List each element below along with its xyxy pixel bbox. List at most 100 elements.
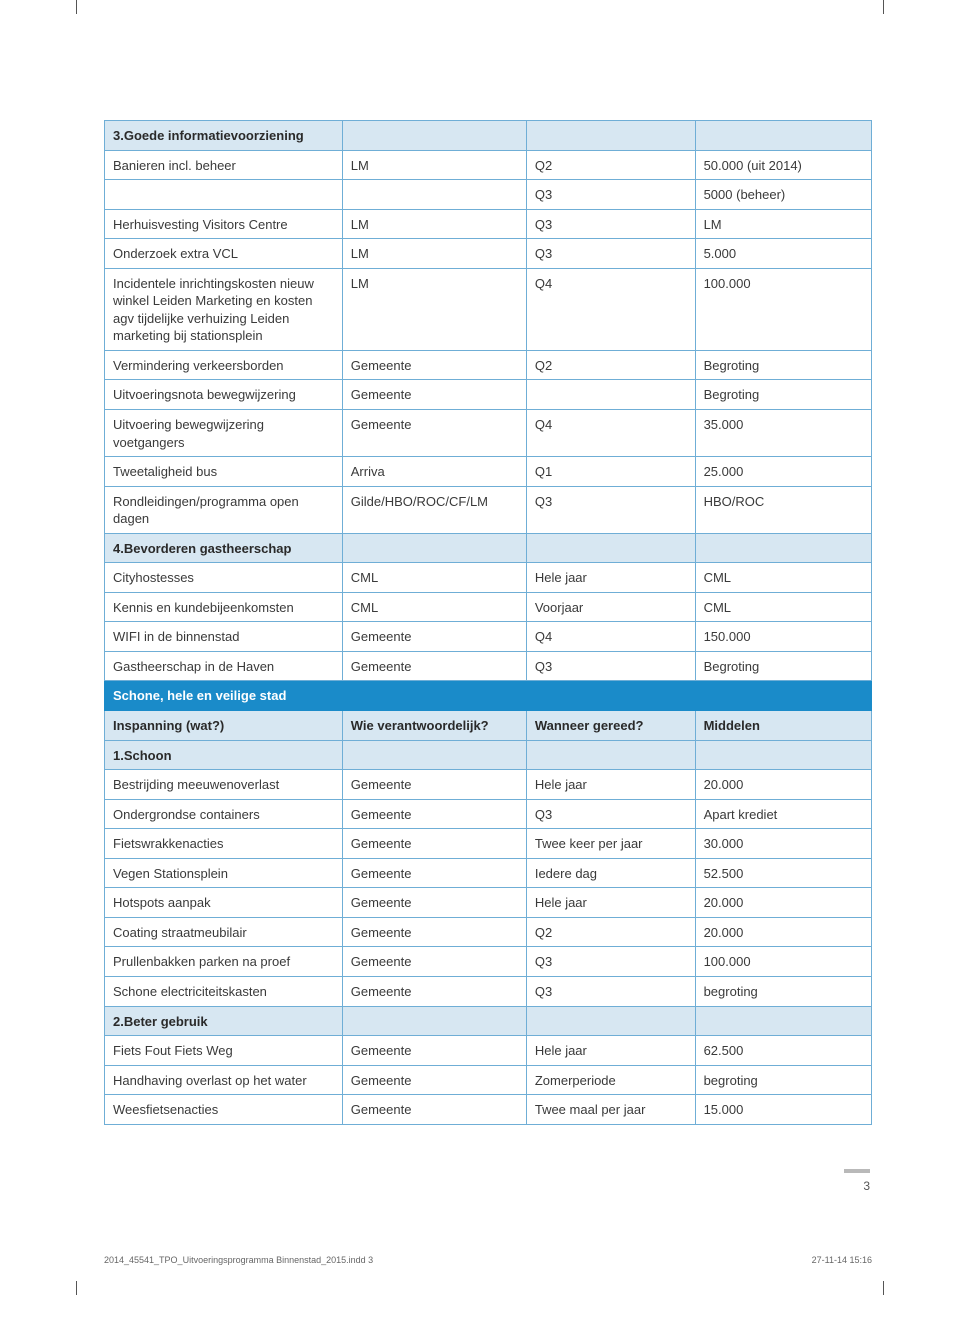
- table-row: Vermindering verkeersbordenGemeenteQ2Beg…: [105, 350, 872, 380]
- table-row: Vegen StationspleinGemeenteIedere dag52.…: [105, 858, 872, 888]
- table-cell: Twee maal per jaar: [526, 1095, 695, 1125]
- table-cell: HBO/ROC: [695, 486, 871, 533]
- table-cell: Q3: [526, 209, 695, 239]
- table-cell: Cityhostesses: [105, 563, 343, 593]
- table-cell: Q3: [526, 239, 695, 269]
- table-cell: [695, 533, 871, 563]
- table-row: WIFI in de binnenstadGemeenteQ4150.000: [105, 622, 872, 652]
- table-row: Onderzoek extra VCLLMQ35.000: [105, 239, 872, 269]
- table-cell: Q1: [526, 457, 695, 487]
- table-cell: 3.Goede informatievoorziening: [105, 121, 343, 151]
- table-row: Handhaving overlast op het waterGemeente…: [105, 1065, 872, 1095]
- table-cell: [342, 533, 526, 563]
- table-cell: Hele jaar: [526, 770, 695, 800]
- table-row: Schone electriciteitskastenGemeenteQ3beg…: [105, 976, 872, 1006]
- table-cell: Iedere dag: [526, 858, 695, 888]
- table-row: Uitvoering bewegwijzering voetgangersGem…: [105, 410, 872, 457]
- table-cell: [526, 121, 695, 151]
- table-cell: Twee keer per jaar: [526, 829, 695, 859]
- table-cell: Begroting: [695, 350, 871, 380]
- table-cell: Gemeente: [342, 976, 526, 1006]
- table-cell: Vermindering verkeersborden: [105, 350, 343, 380]
- table-cell: 15.000: [695, 1095, 871, 1125]
- table-cell: Gastheerschap in de Haven: [105, 651, 343, 681]
- table-cell: Gemeente: [342, 799, 526, 829]
- table-cell: Zomerperiode: [526, 1065, 695, 1095]
- table-cell: Uitvoering bewegwijzering voetgangers: [105, 410, 343, 457]
- table-cell: LM: [342, 209, 526, 239]
- table-cell: Fietswrakkenacties: [105, 829, 343, 859]
- table-cell: 2.Beter gebruik: [105, 1006, 343, 1036]
- page-content: 3.Goede informatievoorzieningBanieren in…: [0, 30, 960, 1193]
- table-cell: [342, 180, 526, 210]
- table-cell: Schone, hele en veilige stad: [105, 681, 343, 711]
- table-cell: [695, 740, 871, 770]
- table-cell: Incidentele inrichtingskosten nieuw wink…: [105, 268, 343, 350]
- table-row: Prullenbakken parken na proefGemeenteQ31…: [105, 947, 872, 977]
- table-cell: 5.000: [695, 239, 871, 269]
- table-cell: Gemeente: [342, 770, 526, 800]
- footer-right: 27-11-14 15:16: [812, 1255, 872, 1265]
- table-cell: [526, 740, 695, 770]
- table-cell: CML: [342, 563, 526, 593]
- table-cell: [342, 121, 526, 151]
- table-cell: [342, 681, 526, 711]
- table-cell: Q4: [526, 268, 695, 350]
- table-cell: [342, 740, 526, 770]
- table-row: Inspanning (wat?)Wie verantwoordelijk?Wa…: [105, 711, 872, 741]
- table-row: 3.Goede informatievoorziening: [105, 121, 872, 151]
- table-row: Gastheerschap in de HavenGemeenteQ3Begro…: [105, 651, 872, 681]
- table-cell: Begroting: [695, 651, 871, 681]
- table-row: Ondergrondse containersGemeenteQ3Apart k…: [105, 799, 872, 829]
- table-cell: Q4: [526, 410, 695, 457]
- table-cell: Gemeente: [342, 1095, 526, 1125]
- table-row: CityhostessesCMLHele jaarCML: [105, 563, 872, 593]
- table-row: Q35000 (beheer): [105, 180, 872, 210]
- table-cell: [526, 533, 695, 563]
- table-cell: Q3: [526, 180, 695, 210]
- table-row: Banieren incl. beheerLMQ250.000 (uit 201…: [105, 150, 872, 180]
- table-cell: Hele jaar: [526, 1036, 695, 1066]
- table-cell: 100.000: [695, 947, 871, 977]
- table-cell: 20.000: [695, 888, 871, 918]
- table-cell: 50.000 (uit 2014): [695, 150, 871, 180]
- table-cell: Hotspots aanpak: [105, 888, 343, 918]
- table-cell: Arriva: [342, 457, 526, 487]
- table-cell: Gemeente: [342, 1065, 526, 1095]
- table-row: 1.Schoon: [105, 740, 872, 770]
- table-cell: Gemeente: [342, 410, 526, 457]
- table-cell: 20.000: [695, 917, 871, 947]
- table-cell: Gemeente: [342, 917, 526, 947]
- table-cell: CML: [342, 592, 526, 622]
- table-cell: Wie verantwoordelijk?: [342, 711, 526, 741]
- page-number: 3: [863, 1179, 870, 1193]
- table-row: Uitvoeringsnota bewegwijzeringGemeenteBe…: [105, 380, 872, 410]
- table-cell: Gilde/HBO/ROC/CF/LM: [342, 486, 526, 533]
- table-cell: 150.000: [695, 622, 871, 652]
- table-cell: 100.000: [695, 268, 871, 350]
- table-cell: Gemeente: [342, 829, 526, 859]
- table-cell: Handhaving overlast op het water: [105, 1065, 343, 1095]
- table-cell: Ondergrondse containers: [105, 799, 343, 829]
- table-cell: Tweetaligheid bus: [105, 457, 343, 487]
- table-cell: [526, 681, 695, 711]
- table-cell: LM: [342, 150, 526, 180]
- table-row: Hotspots aanpakGemeenteHele jaar20.000: [105, 888, 872, 918]
- table-cell: Gemeente: [342, 380, 526, 410]
- table-row: FietswrakkenactiesGemeenteTwee keer per …: [105, 829, 872, 859]
- table-cell: [342, 1006, 526, 1036]
- table-cell: Gemeente: [342, 350, 526, 380]
- table-cell: Gemeente: [342, 1036, 526, 1066]
- table-cell: Inspanning (wat?): [105, 711, 343, 741]
- table-cell: 62.500: [695, 1036, 871, 1066]
- print-footer: 2014_45541_TPO_Uitvoeringsprogramma Binn…: [0, 1193, 960, 1265]
- table-cell: [695, 681, 871, 711]
- table-cell: 30.000: [695, 829, 871, 859]
- table-cell: Q2: [526, 350, 695, 380]
- table-cell: 4.Bevorderen gastheerschap: [105, 533, 343, 563]
- table-row: 4.Bevorderen gastheerschap: [105, 533, 872, 563]
- table-cell: Apart krediet: [695, 799, 871, 829]
- table-cell: Hele jaar: [526, 888, 695, 918]
- table-cell: Q3: [526, 799, 695, 829]
- table-cell: Q3: [526, 947, 695, 977]
